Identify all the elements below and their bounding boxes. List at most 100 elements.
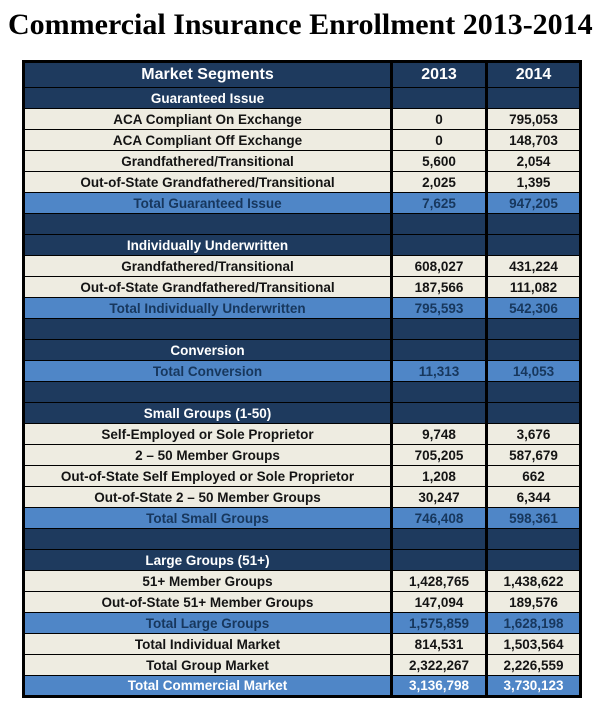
value-2013-cell: 746,408 [390,507,487,529]
spacer-row [23,318,581,340]
column-header-2014: 2014 [485,61,581,88]
value-2013-cell [390,402,487,424]
value-2014-cell: 3,676 [485,423,581,445]
segment-label-cell: Out-of-State Grandfathered/Transitional [23,171,392,193]
column-header-market-segments: Market Segments [23,61,392,88]
segment-label-cell: Small Groups (1-50) [23,402,392,424]
table-row: Grandfathered/Transitional 608,027 431,224 [23,255,581,277]
value-2013-cell: 0 [390,108,487,130]
total-row: Total Large Groups 1,575,859 1,628,198 [23,612,581,634]
value-2013-cell [390,528,487,550]
total-row: Total Individually Underwritten 795,593 54… [23,297,581,319]
value-2014-cell: 662 [485,465,581,487]
table-row: Out-of-State 51+ Member Groups 147,094 189… [23,591,581,613]
segment-label-cell: 2 – 50 Member Groups [23,444,392,466]
value-2013-cell: 187,566 [390,276,487,298]
value-2013-cell: 1,575,859 [390,612,487,634]
segment-label-cell: Conversion [23,339,392,361]
table-row: ACA Compliant On Exchange 0 795,053 [23,108,581,130]
section-row: Guaranteed Issue [23,87,581,109]
value-2013-cell: 0 [390,129,487,151]
segment-label-cell [23,213,392,235]
value-2014-cell: 2,054 [485,150,581,172]
segment-label-cell [23,381,392,403]
section-row: Large Groups (51+) [23,549,581,571]
value-2014-cell: 1,503,564 [485,633,581,655]
value-2013-cell: 147,094 [390,591,487,613]
table-row: 2 – 50 Member Groups 705,205 587,679 [23,444,581,466]
segment-label-cell: Total Large Groups [23,612,392,634]
value-2013-cell: 3,136,798 [390,675,487,697]
value-2014-cell [485,381,581,403]
table-row: Grandfathered/Transitional 5,600 2,054 [23,150,581,172]
enrollment-table: Market Segments 2013 2014 Guaranteed Iss… [22,60,582,698]
segment-label-cell: Grandfathered/Transitional [23,150,392,172]
value-2013-cell: 814,531 [390,633,487,655]
section-row: Individually Underwritten [23,234,581,256]
segment-label-cell: Total Guaranteed Issue [23,192,392,214]
segment-label-cell: Out-of-State 2 – 50 Member Groups [23,486,392,508]
value-2014-cell [485,87,581,109]
segment-label-cell: Individually Underwritten [23,234,392,256]
segment-label-cell: ACA Compliant On Exchange [23,108,392,130]
value-2014-cell: 431,224 [485,255,581,277]
value-2013-cell: 2,025 [390,171,487,193]
value-2013-cell: 608,027 [390,255,487,277]
value-2014-cell: 148,703 [485,129,581,151]
spacer-row [23,528,581,550]
value-2013-cell: 30,247 [390,486,487,508]
segment-label-cell: Total Individually Underwritten [23,297,392,319]
value-2013-cell [390,234,487,256]
value-2013-cell [390,339,487,361]
segment-label-cell: 51+ Member Groups [23,570,392,592]
value-2014-cell: 111,082 [485,276,581,298]
table-row: Out-of-State Grandfathered/Transitional 2… [23,171,581,193]
spacer-row [23,381,581,403]
segment-label-cell: Self-Employed or Sole Proprietor [23,423,392,445]
total-row: Total Conversion 11,313 14,053 [23,360,581,382]
value-2013-cell: 1,428,765 [390,570,487,592]
segment-label-cell: Total Individual Market [23,633,392,655]
value-2014-cell: 598,361 [485,507,581,529]
value-2014-cell: 542,306 [485,297,581,319]
value-2013-cell: 7,625 [390,192,487,214]
report-page: Commercial Insurance Enrollment 2013-201… [0,8,607,698]
value-2014-cell [485,528,581,550]
table-row: ACA Compliant Off Exchange 0 148,703 [23,129,581,151]
value-2014-cell: 587,679 [485,444,581,466]
segment-label-cell: Grandfathered/Transitional [23,255,392,277]
value-2014-cell: 947,205 [485,192,581,214]
table-row: Out-of-State Self Employed or Sole Propr… [23,465,581,487]
value-2014-cell: 14,053 [485,360,581,382]
value-2013-cell: 9,748 [390,423,487,445]
table-row: Out-of-State Grandfathered/Transitional 1… [23,276,581,298]
total-row: Total Guaranteed Issue 7,625 947,205 [23,192,581,214]
value-2014-cell [485,339,581,361]
value-2014-cell [485,213,581,235]
value-2014-cell [485,402,581,424]
value-2014-cell: 1,628,198 [485,612,581,634]
value-2013-cell [390,87,487,109]
segment-label-cell: Out-of-State Grandfathered/Transitional [23,276,392,298]
segment-label-cell: Large Groups (51+) [23,549,392,571]
total-row: Total Small Groups 746,408 598,361 [23,507,581,529]
value-2013-cell [390,318,487,340]
value-2014-cell: 2,226,559 [485,654,581,676]
table-row: Total Group Market 2,322,267 2,226,559 [23,654,581,676]
value-2014-cell: 6,344 [485,486,581,508]
segment-label-cell: Total Conversion [23,360,392,382]
value-2014-cell [485,318,581,340]
grand-row: Total Commercial Market 3,136,798 3,730,12… [23,675,581,697]
value-2013-cell: 5,600 [390,150,487,172]
value-2013-cell: 1,208 [390,465,487,487]
segment-label-cell: Total Group Market [23,654,392,676]
section-row: Conversion [23,339,581,361]
table-header-row: Market Segments 2013 2014 [23,61,581,88]
value-2014-cell [485,234,581,256]
value-2014-cell: 1,395 [485,171,581,193]
value-2013-cell [390,381,487,403]
value-2014-cell: 3,730,123 [485,675,581,697]
segment-label-cell: Out-of-State 51+ Member Groups [23,591,392,613]
value-2014-cell: 189,576 [485,591,581,613]
page-title: Commercial Insurance Enrollment 2013-201… [8,8,593,41]
